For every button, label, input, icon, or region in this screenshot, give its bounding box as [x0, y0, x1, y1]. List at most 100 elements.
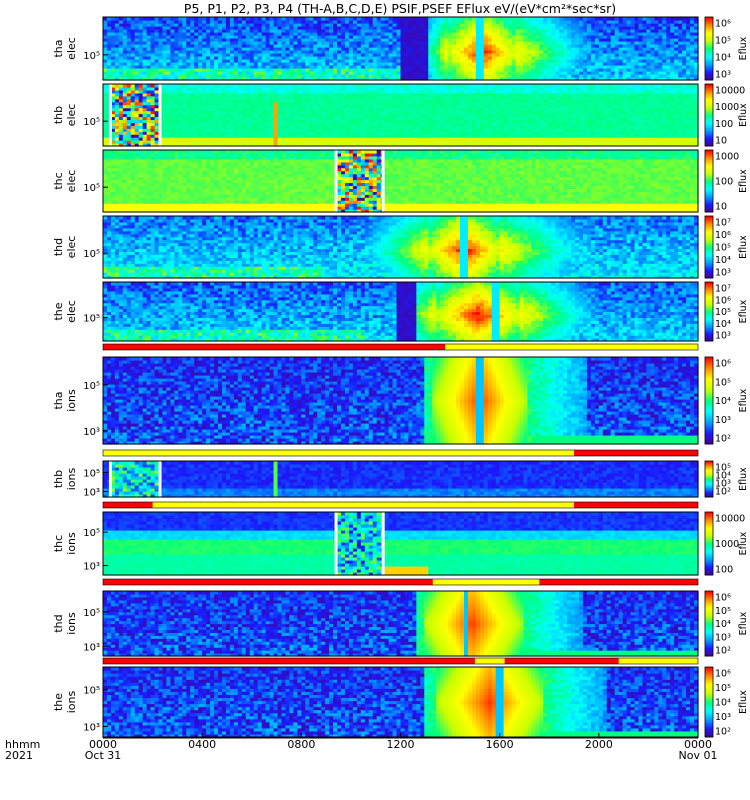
spectrogram-cell [174, 50, 179, 54]
spectrogram-cell [237, 65, 243, 69]
spectrogram-cell [567, 17, 572, 21]
spectrogram-cell [237, 17, 243, 21]
spectrogram-cell [150, 17, 156, 21]
spectrogram-cell [321, 29, 326, 33]
spectrogram-cell [229, 68, 235, 72]
spectrogram-cell [174, 44, 179, 48]
figure-title: P5, P1, P2, P3, P4 (TH-A,B,C,D,E) PSIF,P… [184, 1, 616, 16]
spectrogram-cell [313, 23, 318, 27]
spectrogram-cell [432, 17, 437, 21]
spectrogram-cell [134, 29, 140, 33]
spectrogram-cell [610, 17, 616, 21]
spectrogram-cell [202, 23, 207, 27]
spectrogram-cell [229, 20, 235, 24]
spectrogram-cell [198, 47, 203, 51]
spectrogram-cell [309, 35, 314, 39]
spectrogram-cell [170, 35, 175, 39]
spectrogram-cell [269, 44, 275, 48]
spectrogram-cell [229, 32, 235, 36]
spectrogram-cell [317, 71, 322, 75]
spectrogram-cell [222, 32, 227, 36]
spectrogram-cell [305, 59, 310, 63]
spectrogram-cell [174, 29, 179, 33]
spectrogram-cell [126, 71, 132, 75]
spectrogram-cell [222, 50, 227, 54]
spectrogram-cell [277, 65, 283, 69]
spectrogram-cell [261, 29, 267, 33]
spectrogram-cell [293, 53, 298, 57]
spectrogram-cell [138, 65, 144, 69]
spectrogram-cell [214, 56, 219, 60]
spectrogram-cell [122, 41, 128, 45]
spectrogram-cell [245, 53, 251, 57]
spectrogram-cell [158, 26, 164, 30]
spectrogram-cell [281, 17, 287, 21]
spectrogram-cell [237, 41, 243, 45]
spectrogram-cell [273, 41, 279, 45]
spectrogram-cell [305, 65, 310, 69]
spectrogram-cell [206, 20, 211, 24]
spectrogram-cell [114, 26, 120, 30]
spectrogram-cell [210, 44, 215, 48]
spectrogram-cell [186, 50, 191, 54]
spectrogram-cell [154, 53, 160, 57]
spectrogram-cell [233, 62, 239, 66]
spectrogram-cell [273, 38, 279, 42]
spectrogram-cell [130, 32, 136, 36]
spectrogram-cell [670, 17, 675, 21]
spectrogram-cell [321, 50, 326, 54]
spectrogram-cell [313, 77, 318, 81]
spectrogram-cell [182, 71, 187, 75]
spectrogram-cell [289, 62, 294, 66]
spectrogram-cell [507, 17, 513, 21]
spectrogram-cell [289, 74, 294, 78]
spectrogram-cell [194, 68, 199, 72]
spectrogram-cell [229, 84, 235, 88]
spectrogram-cell [122, 59, 128, 63]
spectrogram-cell [150, 29, 156, 33]
spectrogram-cell [218, 41, 223, 45]
spectrogram-cell [158, 71, 164, 75]
spectrogram-cell [122, 68, 128, 72]
spectrogram-cell [301, 65, 306, 69]
spectrogram-cell [186, 47, 191, 51]
spectrogram-cell [273, 23, 279, 27]
spectrogram-cell [265, 41, 271, 45]
spectrogram-cell [106, 77, 112, 81]
spectrogram-cell [150, 84, 156, 88]
spectrogram-cell [261, 50, 267, 54]
spectrogram-cell [142, 32, 148, 36]
spectrogram-cell [202, 59, 207, 63]
spectrogram-cell [154, 44, 160, 48]
spectrogram-cell [289, 23, 294, 27]
spectrogram-cell [222, 23, 227, 27]
spectrogram-cell [214, 32, 219, 36]
spectrogram-cell [412, 17, 417, 21]
spectrogram-cell [471, 17, 477, 21]
spectrogram-cell [198, 71, 203, 75]
spectrogram-cell [352, 84, 358, 88]
spectrogram-cell [103, 50, 108, 54]
spectrogram-cell [154, 59, 160, 63]
spectrogram-cell [178, 84, 183, 88]
spectrogram-cell [293, 26, 298, 30]
spectrogram-cell [297, 26, 302, 30]
spectrogram-cell [103, 68, 108, 72]
spectrogram-cell [186, 29, 191, 33]
spectrogram-cell [249, 32, 255, 36]
spectrogram-cell [166, 38, 172, 42]
spectrogram-cell [269, 29, 275, 33]
spectrogram-cell [206, 26, 211, 30]
spectrogram-cell [317, 84, 322, 88]
spectrogram-cell [630, 17, 636, 21]
spectrogram-cell [317, 65, 322, 69]
spectrogram-cell [170, 84, 175, 88]
spectrogram-cell [265, 47, 271, 51]
spectrogram-cell [222, 47, 227, 51]
spectrogram-cell [174, 26, 179, 30]
spectrogram-cell [178, 71, 183, 75]
spectrogram-cell [237, 77, 243, 81]
spectrogram-cell [126, 38, 132, 42]
spectrogram-cell [253, 44, 259, 48]
spectrogram-cell [305, 47, 310, 51]
